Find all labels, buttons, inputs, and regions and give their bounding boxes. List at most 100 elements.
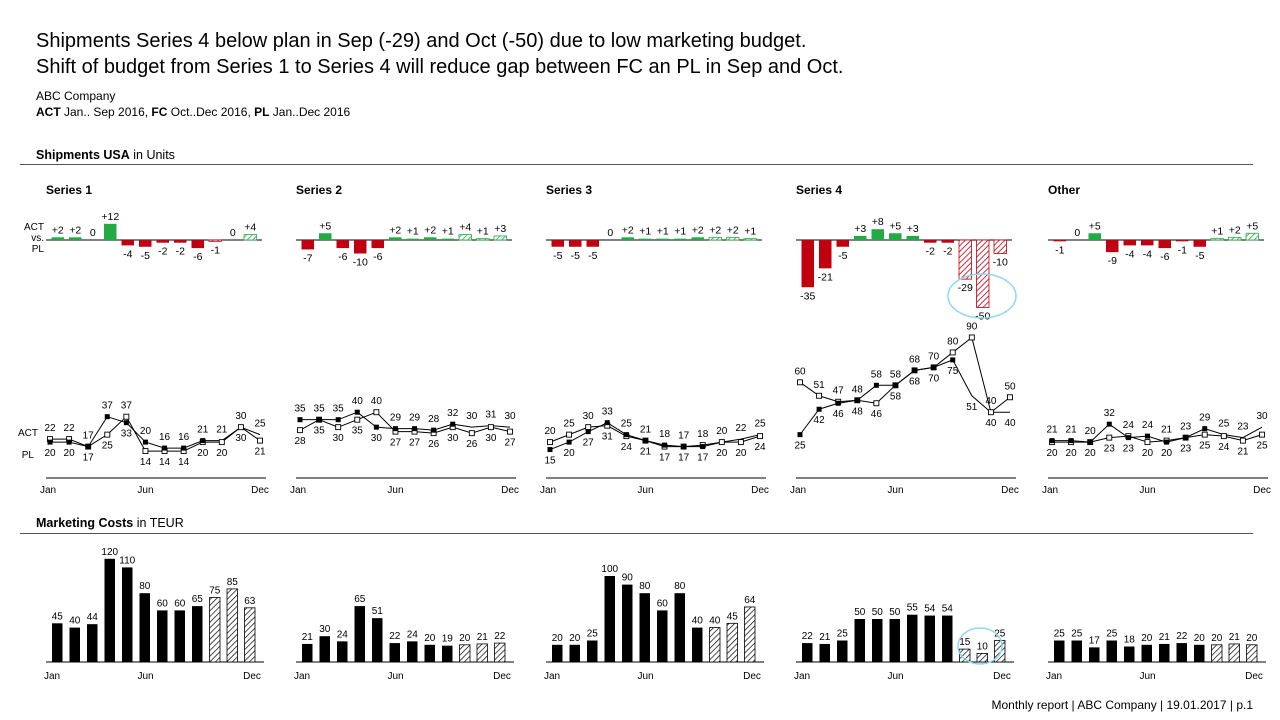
cost-value-label: 85	[227, 577, 239, 588]
cost-value-label: 25	[1106, 629, 1118, 640]
act-point	[604, 420, 610, 426]
act-value-label: 23	[1123, 444, 1135, 455]
pl-value-label: 35	[314, 426, 326, 437]
x-axis-label-start: Jan	[790, 485, 806, 496]
act-point	[47, 439, 53, 445]
act-point	[700, 444, 706, 450]
pl-value-label: 20	[1142, 448, 1154, 459]
legend-act-vs-pl: vs.	[31, 233, 44, 244]
pl-value-label: 14	[178, 457, 190, 468]
pl-point	[487, 424, 494, 431]
pl-point	[757, 433, 763, 440]
cost-value-label: 65	[192, 594, 204, 605]
pl-value-label: 22	[64, 423, 76, 434]
cost-bar	[122, 567, 133, 662]
pl-value-label: 18	[697, 429, 709, 440]
pl-period: Jan..Dec 2016	[269, 105, 351, 119]
act-value-label: 31	[485, 410, 497, 421]
variance-bar	[243, 234, 257, 241]
act-point	[450, 421, 456, 427]
pl-value-label: 30	[583, 411, 595, 422]
pl-value-label: 50	[1004, 381, 1016, 392]
pl-value-label: 26	[466, 439, 478, 450]
act-point	[892, 382, 898, 388]
cost-bar	[174, 610, 185, 662]
cost-value-label: 22	[802, 631, 814, 642]
pl-value-label: 20	[197, 448, 209, 459]
cost-x-label-end: Dec	[743, 671, 761, 682]
pl-value-label: 25	[564, 419, 576, 430]
x-axis-label-mid: Jun	[387, 485, 403, 496]
x-axis-label-start: Jan	[1042, 485, 1058, 496]
variance-bar	[586, 240, 599, 247]
pl-point	[297, 427, 303, 434]
variance-label: -6	[373, 251, 382, 263]
cost-value-label: 90	[622, 573, 634, 584]
pl-value-label: 14	[140, 457, 152, 468]
pl-value-label: 30	[235, 433, 247, 444]
variance-bar	[801, 240, 814, 288]
cost-value-label: 20	[552, 633, 564, 644]
cost-value-label: 21	[302, 632, 314, 643]
variance-label: +2	[69, 224, 81, 236]
cost-bar	[192, 606, 203, 662]
cost-value-label: 17	[1089, 635, 1101, 646]
pl-point	[1201, 431, 1208, 438]
cost-value-label: 22	[494, 631, 506, 642]
pl-point	[585, 424, 592, 431]
variance-label: +2	[389, 224, 401, 236]
act-value-label: 25	[794, 441, 806, 452]
act-point	[1049, 438, 1055, 444]
act-line	[799, 359, 1010, 435]
variance-bar	[569, 240, 582, 247]
variance-bar	[1228, 236, 1242, 241]
x-axis-label-start: Jan	[290, 485, 306, 496]
cost-value-label: 44	[87, 612, 99, 623]
variance-label: -2	[926, 246, 935, 258]
pl-value-label: 21	[1161, 425, 1173, 436]
variance-label: +5	[319, 220, 331, 232]
highlight-circle-costs	[957, 627, 1003, 665]
cost-value-label: 64	[744, 595, 756, 606]
pl-value-label: 40	[371, 396, 383, 407]
variance-bar	[1053, 240, 1066, 242]
cost-value-label: 19	[442, 634, 454, 645]
variance-bar	[1141, 240, 1154, 246]
cost-value-label: 25	[994, 629, 1006, 640]
act-value-label: 42	[814, 415, 826, 426]
variance-bar	[656, 238, 669, 240]
pl-point	[1007, 394, 1013, 401]
variance-bar	[871, 229, 884, 240]
cost-bar	[622, 584, 633, 662]
cost-x-label-start: Jan	[44, 671, 60, 682]
pl-value-label: 80	[947, 336, 959, 347]
act-value-label: 15	[544, 456, 556, 467]
act-point	[335, 417, 341, 423]
act-point	[566, 439, 572, 445]
act-value-label: 32	[1104, 408, 1116, 419]
cost-value-label: 63	[244, 596, 256, 607]
act-line	[300, 411, 511, 431]
act-point	[1087, 439, 1093, 445]
pl-value-label: 21	[254, 447, 266, 458]
act-point	[431, 427, 437, 433]
x-axis-label-mid: Jun	[887, 485, 903, 496]
variance-label: +8	[872, 216, 884, 228]
panel-title: Series 2	[296, 183, 342, 197]
variance-bar	[958, 239, 972, 280]
act-point	[873, 382, 879, 388]
pl-point	[968, 334, 975, 341]
cost-value-label: 60	[174, 598, 186, 609]
act-point	[392, 426, 398, 432]
cost-x-label-mid: Jun	[387, 671, 403, 682]
act-value-label: 20	[140, 426, 152, 437]
variance-label: +2	[424, 224, 436, 236]
cost-value-label: 55	[907, 603, 919, 614]
pl-point	[218, 439, 225, 446]
cost-bar	[139, 593, 150, 662]
cost-value-label: 20	[424, 633, 436, 644]
x-axis-label-mid: Jun	[1139, 485, 1155, 496]
pl-point	[1259, 431, 1265, 438]
variance-label: +1	[1211, 226, 1223, 238]
act-value-label: 20	[564, 448, 576, 459]
